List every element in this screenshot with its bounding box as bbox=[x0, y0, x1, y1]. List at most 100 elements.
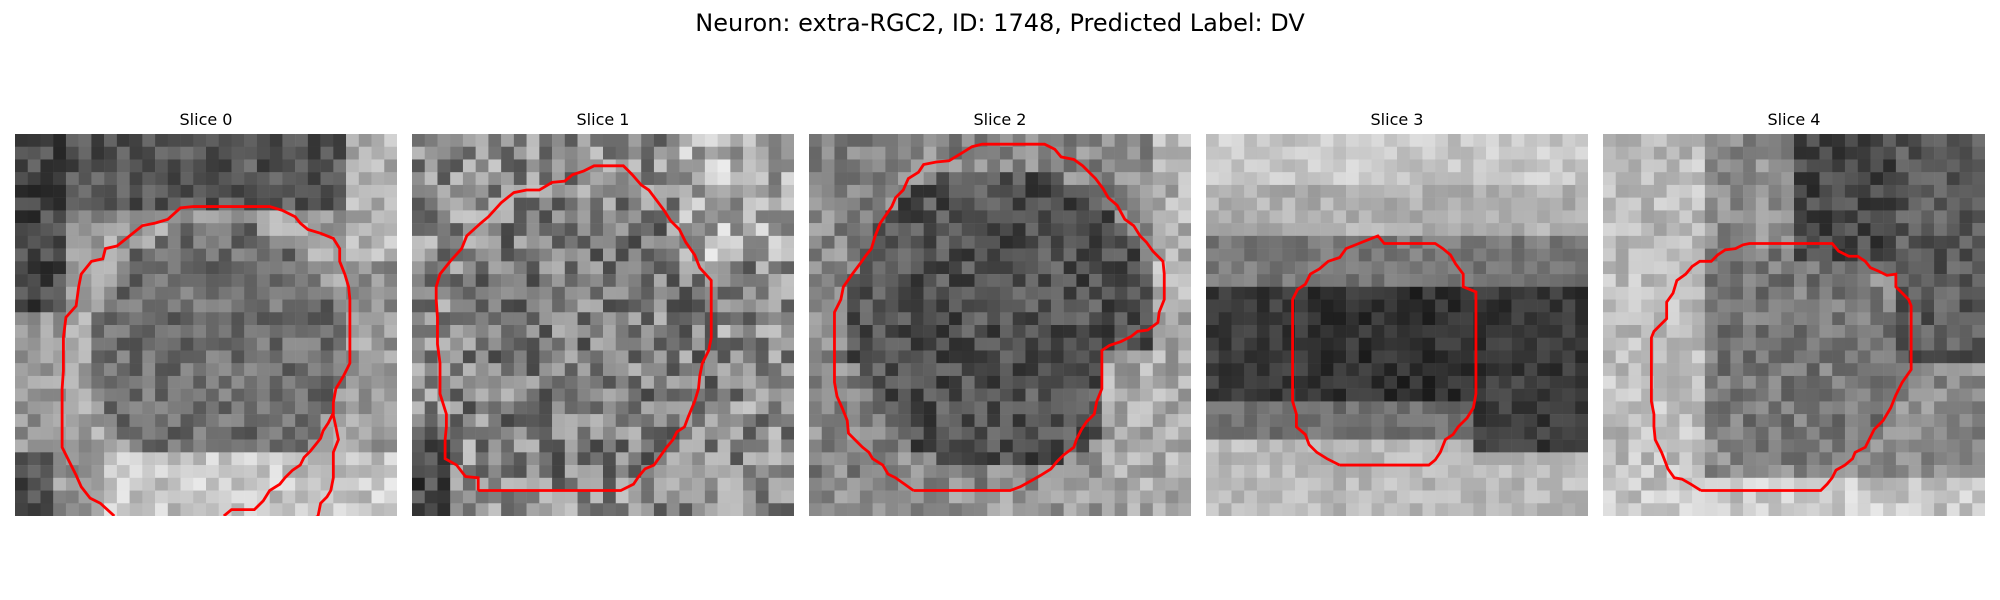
pixel bbox=[40, 325, 53, 338]
pixel bbox=[206, 401, 219, 414]
pixel bbox=[1524, 236, 1537, 249]
pixel bbox=[1575, 452, 1588, 465]
pixel bbox=[1960, 312, 1973, 325]
pixel bbox=[28, 503, 41, 516]
pixel bbox=[437, 325, 450, 338]
pixel bbox=[603, 440, 616, 453]
pixel bbox=[1616, 223, 1629, 236]
pixel bbox=[1550, 350, 1563, 363]
pixel bbox=[1499, 261, 1512, 274]
pixel bbox=[1282, 427, 1295, 440]
pixel bbox=[117, 198, 130, 211]
pixel bbox=[667, 312, 680, 325]
pixel bbox=[40, 274, 53, 287]
pixel bbox=[1819, 185, 1832, 198]
pixel bbox=[1743, 300, 1756, 313]
pixel bbox=[603, 414, 616, 427]
pixel bbox=[1921, 465, 1934, 478]
pixel bbox=[1076, 198, 1089, 211]
pixel bbox=[822, 300, 835, 313]
pixel bbox=[1397, 427, 1410, 440]
pixel bbox=[117, 300, 130, 313]
pixel bbox=[1512, 440, 1525, 453]
pixel bbox=[488, 350, 501, 363]
pixel bbox=[1486, 427, 1499, 440]
pixel bbox=[130, 274, 143, 287]
pixel bbox=[936, 465, 949, 478]
pixel bbox=[1616, 185, 1629, 198]
pixel bbox=[539, 427, 552, 440]
pixel bbox=[1807, 198, 1820, 211]
pixel bbox=[781, 185, 794, 198]
pixel bbox=[270, 414, 283, 427]
pixel bbox=[1921, 325, 1934, 338]
pixel bbox=[1308, 172, 1321, 185]
pixel bbox=[987, 185, 1000, 198]
pixel bbox=[1219, 198, 1232, 211]
pixel bbox=[1321, 147, 1334, 160]
pixel bbox=[1384, 338, 1397, 351]
pixel bbox=[718, 172, 731, 185]
pixel bbox=[1102, 172, 1115, 185]
pixel bbox=[1512, 236, 1525, 249]
pixel bbox=[1512, 376, 1525, 389]
pixel bbox=[437, 287, 450, 300]
pixel bbox=[1025, 300, 1038, 313]
pixel bbox=[641, 287, 654, 300]
pixel bbox=[718, 414, 731, 427]
pixel bbox=[987, 491, 1000, 504]
pixel bbox=[282, 401, 295, 414]
pixel bbox=[949, 236, 962, 249]
pixel bbox=[321, 147, 334, 160]
pixel bbox=[1654, 478, 1667, 491]
pixel bbox=[1883, 287, 1896, 300]
pixel bbox=[679, 503, 692, 516]
pixel bbox=[437, 249, 450, 262]
pixel bbox=[987, 210, 1000, 223]
pixel bbox=[1231, 147, 1244, 160]
pixel bbox=[514, 338, 527, 351]
pixel bbox=[1270, 287, 1283, 300]
pixel bbox=[244, 452, 257, 465]
pixel bbox=[898, 210, 911, 223]
pixel bbox=[578, 312, 591, 325]
pixel bbox=[1270, 236, 1283, 249]
pixel bbox=[1025, 287, 1038, 300]
pixel bbox=[936, 401, 949, 414]
pixel bbox=[1667, 427, 1680, 440]
pixel bbox=[1178, 376, 1191, 389]
pixel bbox=[308, 236, 321, 249]
pixel bbox=[603, 223, 616, 236]
pixel bbox=[1641, 198, 1654, 211]
pixel bbox=[1140, 414, 1153, 427]
pixel bbox=[1397, 363, 1410, 376]
pixel bbox=[924, 503, 937, 516]
pixel bbox=[181, 503, 194, 516]
pixel bbox=[1718, 350, 1731, 363]
pixel bbox=[1231, 414, 1244, 427]
pixel bbox=[321, 350, 334, 363]
pixel bbox=[1781, 223, 1794, 236]
pixel bbox=[346, 185, 359, 198]
pixel bbox=[603, 287, 616, 300]
pixel bbox=[616, 389, 629, 402]
pixel bbox=[987, 440, 1000, 453]
pixel bbox=[1051, 376, 1064, 389]
pixel bbox=[1410, 210, 1423, 223]
pixel bbox=[1321, 376, 1334, 389]
pixel bbox=[1178, 300, 1191, 313]
pixel bbox=[1743, 325, 1756, 338]
pixel bbox=[1512, 401, 1525, 414]
pixel bbox=[1667, 389, 1680, 402]
pixel bbox=[130, 261, 143, 274]
pixel bbox=[1206, 503, 1219, 516]
pixel bbox=[1166, 185, 1179, 198]
pixel bbox=[924, 363, 937, 376]
pixel bbox=[1718, 427, 1731, 440]
pixel bbox=[692, 236, 705, 249]
pixel bbox=[333, 147, 346, 160]
pixel bbox=[1524, 300, 1537, 313]
pixel bbox=[1921, 389, 1934, 402]
pixel bbox=[743, 440, 756, 453]
pixel bbox=[372, 325, 385, 338]
